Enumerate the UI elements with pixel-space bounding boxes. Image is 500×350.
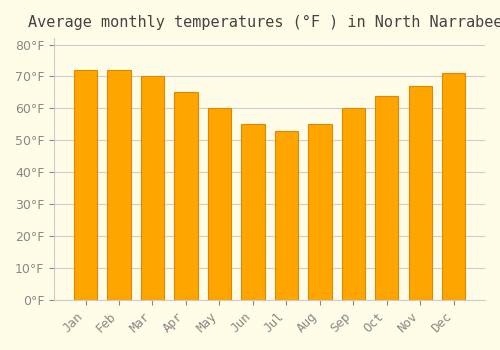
Bar	[208, 108, 231, 300]
Title: Average monthly temperatures (°F ) in North Narrabeen: Average monthly temperatures (°F ) in No…	[28, 15, 500, 30]
Bar	[442, 73, 466, 300]
Bar	[375, 96, 398, 300]
Bar	[74, 70, 97, 300]
Bar	[174, 92, 198, 300]
Bar	[140, 77, 164, 300]
Bar	[108, 70, 130, 300]
Bar	[274, 131, 298, 300]
Bar	[408, 86, 432, 300]
Bar	[241, 124, 264, 300]
Bar	[308, 124, 332, 300]
Bar	[342, 108, 365, 300]
